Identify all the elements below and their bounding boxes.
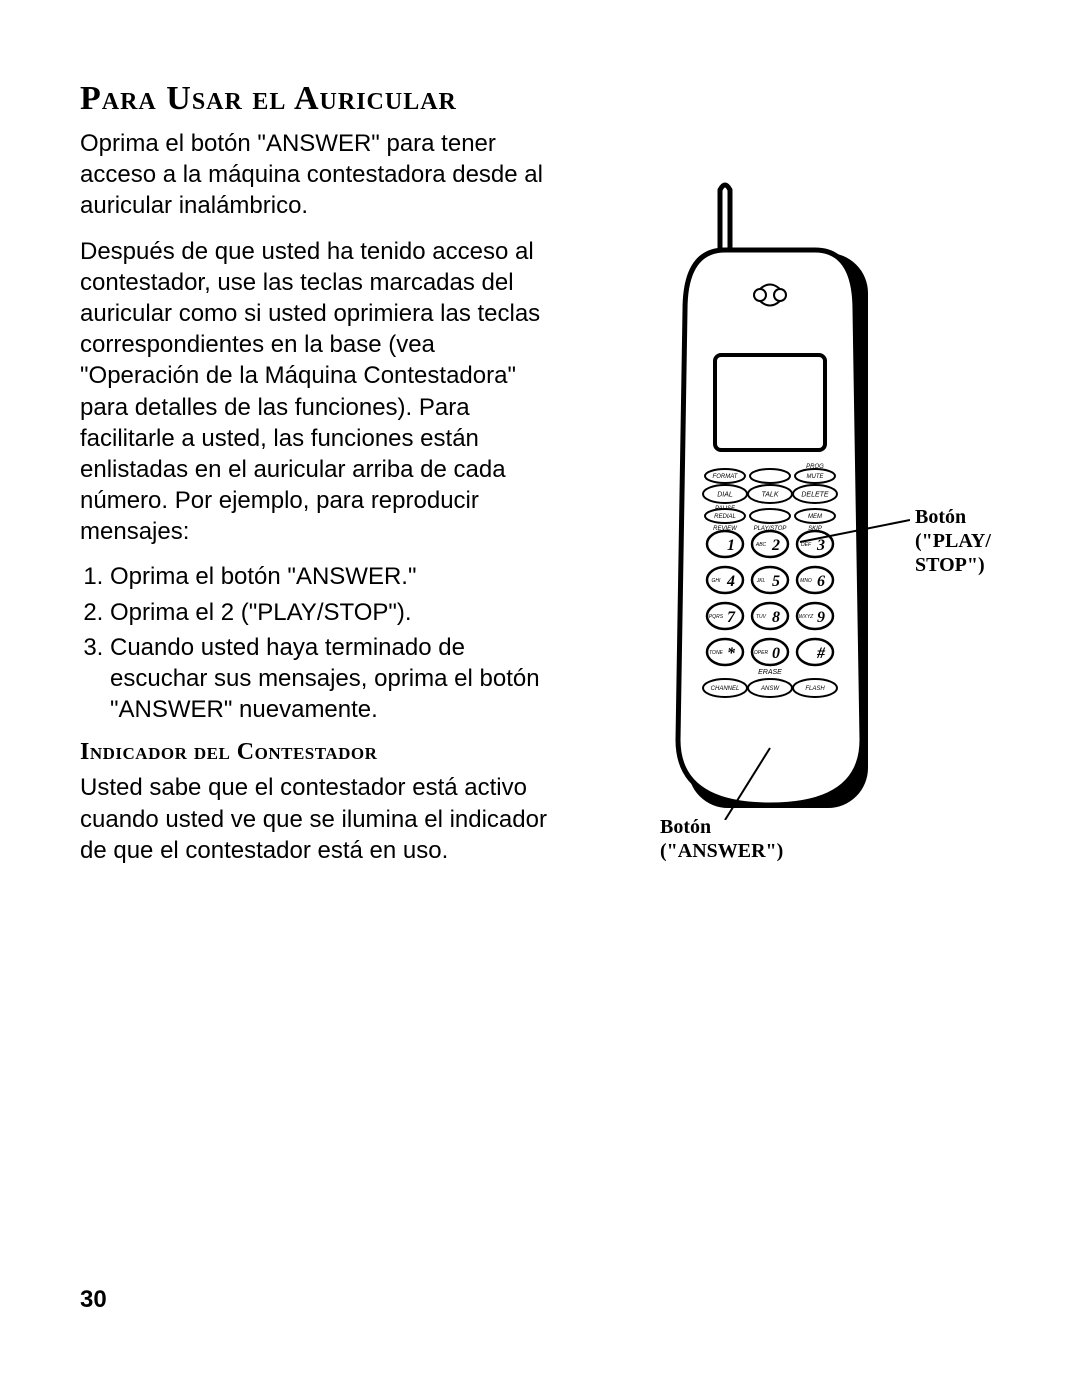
step-3: Cuando usted haya terminado de escuchar …	[110, 632, 560, 726]
callout-playstop: Botón ("PLAY/ STOP")	[915, 505, 991, 577]
callout-answer-l1: Botón	[660, 816, 711, 838]
paragraph-1: Oprima el botón "ANSWER" para tener acce…	[80, 128, 560, 222]
svg-text:TONE: TONE	[709, 650, 723, 656]
svg-text:DELETE: DELETE	[801, 491, 829, 498]
svg-text:*: *	[727, 645, 736, 662]
svg-text:1: 1	[727, 537, 735, 554]
svg-text:DEF: DEF	[801, 542, 812, 548]
svg-text:PQRS: PQRS	[709, 614, 724, 620]
svg-text:TALK: TALK	[762, 491, 779, 498]
svg-text:2: 2	[771, 537, 780, 554]
svg-text:8: 8	[772, 609, 780, 626]
svg-text:0: 0	[772, 645, 780, 662]
svg-text:#: #	[816, 645, 826, 662]
callout-answer: Botón ("ANSWER")	[660, 815, 783, 863]
svg-text:ERASE: ERASE	[758, 669, 782, 676]
svg-text:9: 9	[817, 609, 825, 626]
svg-text:4: 4	[726, 573, 735, 590]
svg-text:TUV: TUV	[756, 614, 767, 620]
svg-text:WXYZ: WXYZ	[799, 614, 814, 620]
svg-text:GHI: GHI	[712, 578, 722, 584]
steps-list: Oprima el botón "ANSWER." Oprima el 2 ("…	[80, 561, 560, 725]
svg-text:5: 5	[772, 573, 780, 590]
svg-text:REDIAL: REDIAL	[714, 514, 736, 520]
page-number: 30	[80, 1286, 107, 1314]
subsection-title: Indicador del Contestador	[80, 739, 560, 766]
handset-illustration: PROGFORMATMUTE DIALTALKDELETE PAUSEREDIA…	[630, 180, 910, 820]
svg-text:DIAL: DIAL	[717, 491, 733, 498]
svg-text:FORMAT: FORMAT	[713, 474, 739, 480]
svg-text:MNO: MNO	[800, 578, 812, 584]
step-1: Oprima el botón "ANSWER."	[110, 561, 560, 592]
svg-text:OPER: OPER	[754, 650, 769, 656]
svg-text:MEM: MEM	[808, 514, 822, 520]
svg-text:ABC: ABC	[755, 542, 767, 548]
svg-text:MUTE: MUTE	[807, 474, 825, 480]
callout-playstop-l1: Botón	[915, 506, 966, 528]
callout-answer-l2: ("ANSWER")	[660, 840, 783, 862]
svg-text:FLASH: FLASH	[805, 686, 825, 692]
step-2: Oprima el 2 ("PLAY/STOP").	[110, 597, 560, 628]
svg-text:7: 7	[727, 609, 736, 626]
paragraph-2: Después de que usted ha tenido acceso al…	[80, 236, 560, 548]
svg-text:6: 6	[817, 573, 825, 590]
svg-text:CHANNEL: CHANNEL	[711, 686, 740, 692]
svg-text:3: 3	[816, 537, 825, 554]
phone-figure: PROGFORMATMUTE DIALTALKDELETE PAUSEREDIA…	[630, 180, 1000, 820]
callout-playstop-l2: ("PLAY/	[915, 530, 991, 552]
section-title: Para Usar el Auricular	[80, 80, 560, 118]
callout-playstop-l3: STOP")	[915, 554, 985, 576]
svg-text:ANSW: ANSW	[760, 686, 780, 692]
svg-text:JKL: JKL	[756, 578, 766, 584]
paragraph-3: Usted sabe que el contestador está activ…	[80, 772, 560, 866]
